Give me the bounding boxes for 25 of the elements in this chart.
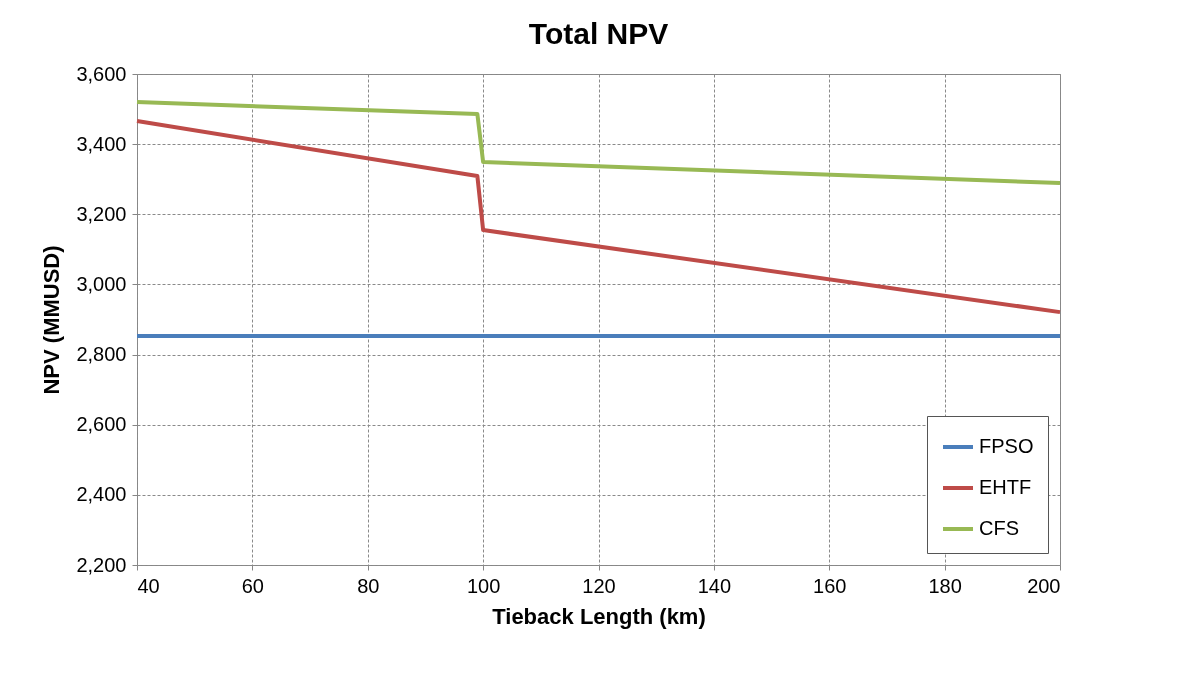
y-tick-label: 2,800 bbox=[76, 343, 127, 366]
y-tick-label: 3,200 bbox=[76, 202, 127, 225]
x-axis-title: Tieback Length (km) bbox=[492, 603, 706, 629]
x-tick-label: 80 bbox=[357, 574, 380, 597]
y-tick-label: 3,400 bbox=[76, 132, 127, 155]
line-series bbox=[135, 100, 1062, 186]
y-tick-label: 2,200 bbox=[76, 553, 127, 576]
y-tick-label: 3,600 bbox=[76, 62, 127, 85]
legend-label: FPSO bbox=[979, 435, 1034, 457]
x-tick-label: 200 bbox=[1027, 574, 1061, 597]
x-tick-label: 100 bbox=[466, 574, 501, 597]
y-tick-label: 3,000 bbox=[76, 272, 127, 295]
x-tick-label: 60 bbox=[241, 574, 264, 597]
x-tick-label: 40 bbox=[137, 574, 160, 597]
x-tick-label: 180 bbox=[928, 574, 962, 597]
x-tick-label: 120 bbox=[582, 574, 616, 597]
legend-label: EHTF bbox=[979, 476, 1032, 498]
legend-label: CFS bbox=[979, 517, 1019, 539]
x-tick-label: 160 bbox=[813, 574, 847, 597]
y-tick-label: 2,400 bbox=[76, 483, 127, 506]
y-tick-label: 2,600 bbox=[76, 413, 127, 436]
y-axis-title: NPV (MMUSD) bbox=[39, 245, 65, 395]
line-series bbox=[135, 119, 1062, 315]
x-tick-label: 140 bbox=[697, 574, 732, 597]
chart-title: Total NPV bbox=[528, 17, 669, 50]
